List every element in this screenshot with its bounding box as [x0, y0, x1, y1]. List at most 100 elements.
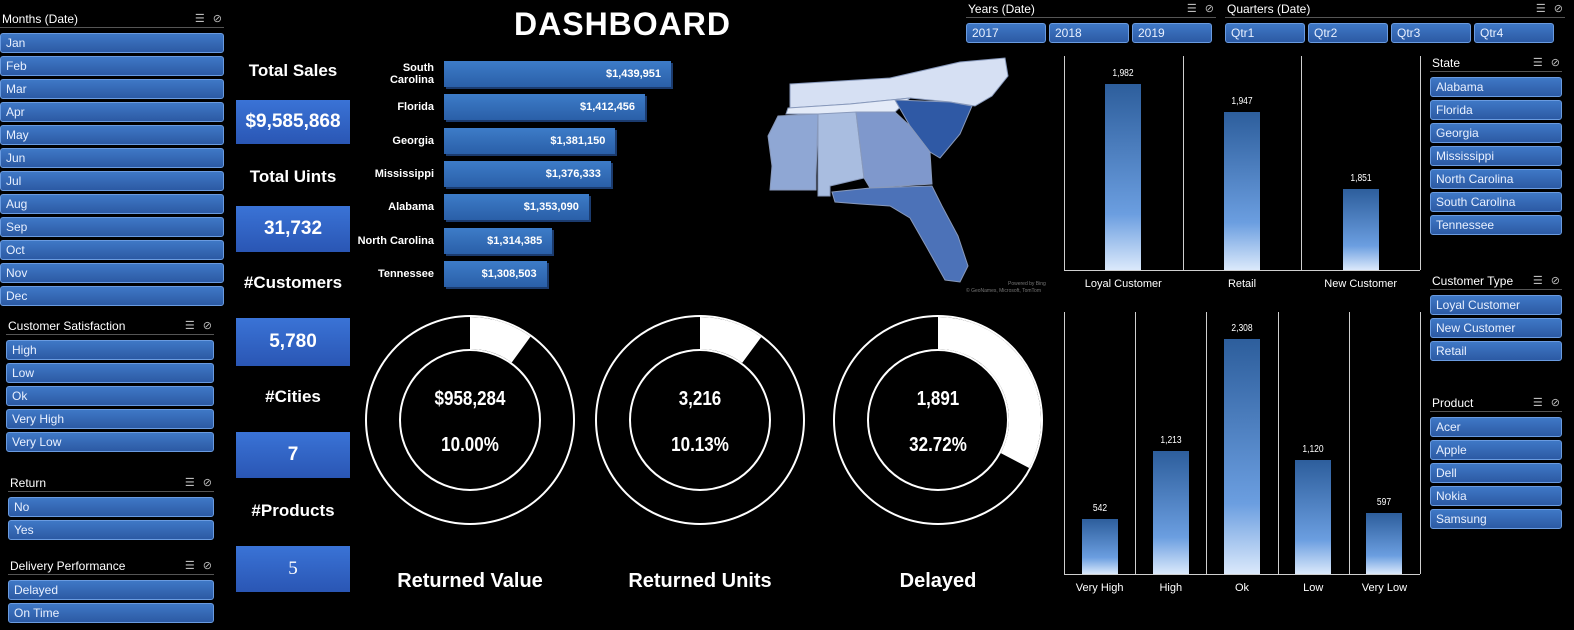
slicer-item[interactable]: Qtr2	[1308, 23, 1388, 43]
hbar-bar[interactable]: $1,376,333	[444, 160, 611, 187]
hbar-bar[interactable]: $1,353,090	[444, 194, 589, 221]
slicer-item[interactable]: Qtr4	[1474, 23, 1554, 43]
hbar-category-label: Georgia	[392, 134, 434, 147]
slicer-item[interactable]: South Carolina	[1430, 192, 1562, 212]
vbar-value-label: 1,982	[1112, 68, 1134, 80]
multi-select-icon[interactable]: ☰	[184, 559, 195, 572]
slicer-item[interactable]: May	[0, 125, 224, 145]
clear-filter-icon[interactable]: ⊘	[1550, 274, 1560, 287]
kpi-label: Total Uints	[249, 167, 337, 186]
slicer-state: State ☰ ⊘ Alabama Florida Georgia Mississipp…	[1430, 54, 1562, 235]
clear-filter-icon[interactable]: ⊘	[202, 319, 212, 332]
slicer-item[interactable]: Qtr1	[1225, 23, 1305, 43]
donut-2: 3,216 10.13% Returned Units	[590, 310, 810, 600]
slicer-item[interactable]: Samsung	[1430, 509, 1562, 529]
vbar-bar[interactable]	[1366, 513, 1403, 574]
clear-filter-icon[interactable]: ⊘	[202, 476, 212, 489]
column-separator	[1135, 312, 1136, 574]
vbar-bar[interactable]	[1105, 84, 1142, 270]
clear-filter-icon[interactable]: ⊘	[1553, 2, 1563, 15]
slicer-item[interactable]: Delayed	[8, 580, 214, 600]
vbar-bar[interactable]	[1295, 460, 1332, 574]
clear-filter-icon[interactable]: ⊘	[202, 559, 212, 572]
slicer-item[interactable]: Mississippi	[1430, 146, 1562, 166]
slicer-item[interactable]: Loyal Customer	[1430, 295, 1562, 315]
slicer-item[interactable]: Retail	[1430, 341, 1562, 361]
slicer-item[interactable]: Low	[6, 363, 214, 383]
hbar-category-label: North Carolina	[357, 234, 434, 247]
slicer-item[interactable]: Very High	[6, 409, 214, 429]
hbar-bar[interactable]: $1,439,951	[444, 61, 672, 87]
hbar-bar[interactable]: $1,314,385	[444, 227, 553, 254]
vbar-bar[interactable]	[1081, 518, 1118, 574]
vbar-bar[interactable]	[1152, 450, 1189, 574]
hbar-bar[interactable]: $1,381,150	[444, 127, 616, 154]
slicer-item[interactable]: Mar	[0, 79, 224, 99]
slicer-item[interactable]: Florida	[1430, 100, 1562, 120]
kpi-value: 5	[236, 546, 350, 592]
slicer-item[interactable]: Nokia	[1430, 486, 1562, 506]
hbar-row: North Carolina $1,314,385	[356, 227, 553, 255]
slicer-item[interactable]: Qtr3	[1391, 23, 1471, 43]
slicer-item[interactable]: Jan	[0, 33, 224, 53]
slicer-item[interactable]: Georgia	[1430, 123, 1562, 143]
multi-select-icon[interactable]: ☰	[1532, 396, 1543, 409]
slicer-item[interactable]: 2017	[966, 23, 1046, 43]
slicer-item[interactable]: Apple	[1430, 440, 1562, 460]
slicer-item[interactable]: Jun	[0, 148, 224, 168]
multi-select-icon[interactable]: ☰	[1535, 2, 1546, 15]
slicer-item[interactable]: No	[8, 497, 214, 517]
slicer-item[interactable]: Yes	[8, 520, 214, 540]
slicer-customer-type-label: Customer Type	[1432, 273, 1514, 288]
slicer-item[interactable]: 2018	[1049, 23, 1129, 43]
hbar-bar[interactable]: $1,308,503	[444, 260, 547, 287]
slicer-item[interactable]: On Time	[8, 603, 214, 623]
kpi-customers: #Customers 5,780	[236, 272, 350, 366]
slicer-item[interactable]: North Carolina	[1430, 169, 1562, 189]
clear-filter-icon[interactable]: ⊘	[1550, 396, 1560, 409]
slicer-item[interactable]: Nov	[0, 263, 224, 283]
donut-percent: 10.13%	[671, 434, 729, 456]
slicer-item[interactable]: Very Low	[6, 432, 214, 452]
multi-select-icon[interactable]: ☰	[184, 319, 195, 332]
slicer-item[interactable]: Ok	[6, 386, 214, 406]
slicer-item[interactable]: Oct	[0, 240, 224, 260]
multi-select-icon[interactable]: ☰	[1186, 2, 1197, 15]
slicer-item[interactable]: New Customer	[1430, 318, 1562, 338]
x-axis-line	[1064, 270, 1420, 271]
slicer-item[interactable]: Tennessee	[1430, 215, 1562, 235]
slicer-item[interactable]: Dec	[0, 286, 224, 306]
donut-value: $958,284	[434, 388, 506, 410]
donut-filled-segment	[470, 317, 531, 363]
column-separator	[1064, 312, 1065, 574]
slicer-item[interactable]: Alabama	[1430, 77, 1562, 97]
vbar-bar[interactable]	[1224, 339, 1260, 574]
slicer-item[interactable]: Dell	[1430, 463, 1562, 483]
vbar-bar[interactable]	[1224, 112, 1260, 270]
multi-select-icon[interactable]: ☰	[184, 476, 195, 489]
hbar-bar[interactable]: $1,412,456	[444, 94, 646, 121]
multi-select-icon[interactable]: ☰	[194, 12, 205, 25]
slicer-item[interactable]: Apr	[0, 102, 224, 122]
slicer-item[interactable]: Jul	[0, 171, 224, 191]
slicer-item[interactable]: Sep	[0, 217, 224, 237]
donut-title: Returned Units	[628, 570, 772, 592]
vbar-value-label: 1,851	[1350, 173, 1372, 185]
clear-filter-icon[interactable]: ⊘	[1550, 56, 1560, 69]
hbar-category-label: Alabama	[388, 201, 434, 214]
kpi-value: 31,732	[236, 206, 350, 252]
clear-filter-icon[interactable]: ⊘	[212, 12, 222, 25]
donut-row: $958,284 10.00% Returned Value 3,216 10.13% R…	[360, 310, 1060, 600]
vbar-category-label: Low	[1303, 582, 1324, 594]
slicer-item[interactable]: Acer	[1430, 417, 1562, 437]
slicer-item[interactable]: Aug	[0, 194, 224, 214]
vbar-bar[interactable]	[1342, 189, 1379, 270]
donut-value: 1,891	[916, 388, 960, 410]
slicer-item[interactable]: High	[6, 340, 214, 360]
hbar-value-label: $1,412,456	[579, 101, 636, 114]
slicer-item[interactable]: Feb	[0, 56, 224, 76]
slicer-item[interactable]: 2019	[1132, 23, 1212, 43]
multi-select-icon[interactable]: ☰	[1532, 56, 1543, 69]
multi-select-icon[interactable]: ☰	[1532, 274, 1543, 287]
clear-filter-icon[interactable]: ⊘	[1204, 2, 1214, 15]
